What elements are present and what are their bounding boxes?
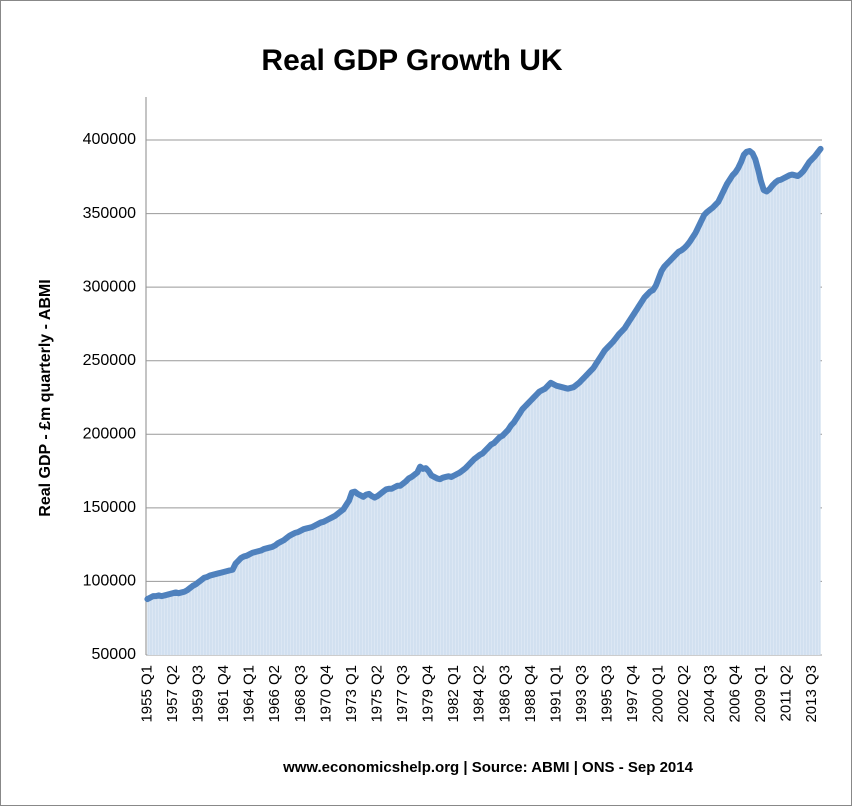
x-tick-label: 2011 Q2 bbox=[777, 665, 794, 721]
x-tick-label: 1973 Q1 bbox=[343, 665, 360, 723]
y-axis-label: Real GDP - £m quarterly - ABMI bbox=[37, 279, 54, 516]
x-tick-label: 1968 Q3 bbox=[292, 665, 309, 723]
y-tick-label: 50000 bbox=[92, 646, 137, 663]
x-tick-label: 1970 Q4 bbox=[317, 665, 334, 723]
y-tick-label: 250000 bbox=[83, 352, 136, 369]
x-tick-label: 1964 Q1 bbox=[241, 665, 258, 723]
x-tick-label: 2006 Q4 bbox=[726, 665, 743, 723]
source-note: www.economicshelp.org | Source: ABMI | O… bbox=[282, 759, 694, 776]
x-tick-label: 2002 Q2 bbox=[675, 665, 692, 723]
x-tick-label: 1984 Q2 bbox=[471, 665, 488, 723]
x-tick-label: 1991 Q1 bbox=[547, 665, 564, 723]
y-tick-label: 100000 bbox=[83, 573, 136, 590]
x-tick-label: 1993 Q3 bbox=[573, 665, 590, 723]
x-tick-label: 2004 Q3 bbox=[701, 665, 718, 723]
x-tick-label: 1966 Q2 bbox=[266, 665, 283, 723]
line bbox=[144, 145, 824, 603]
x-tick-label: 1959 Q3 bbox=[190, 665, 207, 723]
x-tick-label: 1977 Q3 bbox=[394, 665, 411, 723]
x-tick-label: 1961 Q4 bbox=[215, 665, 232, 723]
x-tick-label: 1982 Q1 bbox=[445, 665, 462, 723]
chart-title: Real GDP Growth UK bbox=[261, 44, 562, 77]
x-tick-label: 2013 Q3 bbox=[803, 665, 820, 723]
x-tick-label: 1955 Q1 bbox=[138, 665, 155, 723]
x-tick-label: 1979 Q4 bbox=[420, 665, 437, 723]
x-tick-label: 1957 Q2 bbox=[164, 665, 181, 723]
y-tick-label: 150000 bbox=[83, 499, 136, 516]
x-tick-label: 1986 Q3 bbox=[496, 665, 513, 723]
x-tick-label: 1997 Q4 bbox=[624, 665, 641, 723]
x-tick-label: 2009 Q1 bbox=[752, 665, 769, 723]
y-tick-label: 350000 bbox=[83, 205, 136, 222]
y-tick-label: 300000 bbox=[83, 278, 136, 295]
y-tick-label: 400000 bbox=[83, 131, 136, 148]
x-tick-label: 1975 Q2 bbox=[368, 665, 385, 723]
y-tick-label: 200000 bbox=[83, 426, 136, 443]
x-tick-label: 1995 Q3 bbox=[599, 665, 616, 723]
x-tick-label: 2000 Q1 bbox=[650, 665, 667, 723]
x-tick-label: 1988 Q4 bbox=[522, 665, 539, 723]
